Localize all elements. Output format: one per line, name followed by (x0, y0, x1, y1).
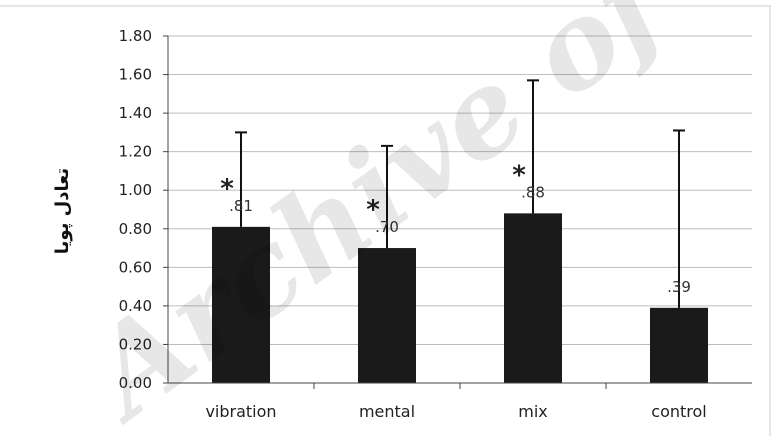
bar-mental (358, 248, 416, 383)
bar-control (650, 307, 708, 383)
y-tick-label: 1.20 (119, 143, 152, 161)
error-bars (235, 79, 685, 308)
y-tick-label: 1.40 (119, 104, 152, 122)
data-label-vibration: .81 (229, 197, 253, 215)
y-tick-label: 1.00 (119, 181, 152, 199)
data-label-mix: .88 (521, 183, 545, 201)
data-label-control: .39 (667, 278, 691, 296)
y-tick-label: 0.40 (119, 297, 152, 315)
y-tick-label: 0.60 (119, 258, 152, 276)
y-tick-label: 0.20 (119, 335, 152, 353)
y-tick-label: 1.80 (119, 27, 152, 45)
category-labels: vibration mental mix control (205, 402, 706, 421)
category-label-mix: mix (518, 402, 548, 421)
significance-mark-vibration: * (220, 174, 234, 204)
category-label-vibration: vibration (205, 402, 276, 421)
significance-mark-mental: * (366, 195, 380, 225)
significance-mark-mix: * (512, 160, 526, 190)
data-label-mental: .70 (375, 218, 399, 236)
bar-vibration (212, 226, 270, 383)
y-axis-label: تعادل پویا (52, 168, 73, 254)
category-label-mental: mental (359, 402, 415, 421)
category-label-control: control (651, 402, 706, 421)
bar-mix (504, 213, 562, 383)
data-labels: .81*.70*.88*.39 (220, 160, 691, 295)
bars (212, 213, 708, 383)
y-tick-label: 0.80 (119, 220, 152, 238)
y-tick-label: 0.00 (119, 374, 152, 392)
y-axis-ticks: 0.00 0.20 0.40 0.60 0.80 1.00 1.20 1.40 1.60 1.80 (119, 27, 607, 392)
y-tick-label: 1.60 (119, 66, 152, 84)
